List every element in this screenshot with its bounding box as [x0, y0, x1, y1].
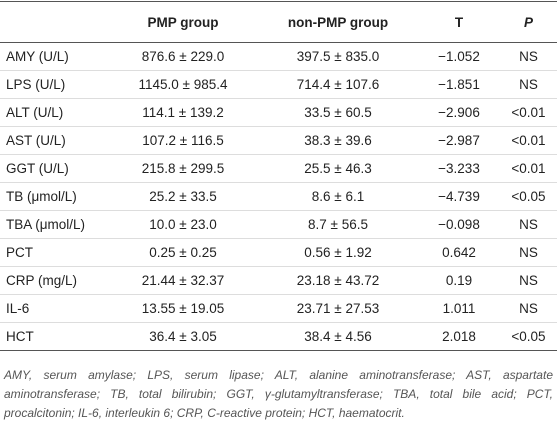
header-cell: T: [454, 14, 464, 30]
cell: 0.25 ± 0.25: [108, 238, 258, 267]
cell: <0.01: [500, 126, 557, 155]
cell: −2.987: [418, 126, 500, 155]
table-row: ALT (U/L) 114.1 ± 139.2 33.5 ± 60.5 −2.906 <…: [0, 98, 557, 127]
cell: NS: [500, 70, 557, 99]
header-cell: non-PMP group: [287, 14, 389, 30]
table-row: AMY (U/L) 876.6 ± 229.0 397.5 ± 835.0 −1.05…: [0, 42, 557, 71]
row-label: LPS (U/L): [0, 70, 108, 99]
cell: 714.4 ± 107.6: [258, 70, 418, 99]
cell: 13.55 ± 19.05: [108, 294, 258, 323]
cell: 38.4 ± 4.56: [258, 322, 418, 351]
cell: NS: [500, 42, 557, 71]
cell: 38.3 ± 39.6: [258, 126, 418, 155]
cell: 36.4 ± 3.05: [108, 322, 258, 351]
cell: 397.5 ± 835.0: [258, 42, 418, 71]
cell: 0.56 ± 1.92: [258, 238, 418, 267]
cell: 21.44 ± 32.37: [108, 266, 258, 295]
cell: NS: [500, 294, 557, 323]
table-row: TB (μmol/L) 25.2 ± 33.5 8.6 ± 6.1 −4.739 <0.…: [0, 182, 557, 211]
row-label: IL-6: [0, 294, 108, 323]
header-cell: P: [523, 14, 533, 30]
cell: 876.6 ± 229.0: [108, 42, 258, 71]
cell: 1145.0 ± 985.4: [108, 70, 258, 99]
row-label: AST (U/L): [0, 126, 108, 155]
row-label: TB (μmol/L): [0, 182, 108, 211]
cell: 8.7 ± 56.5: [258, 210, 418, 239]
cell: 23.71 ± 27.53: [258, 294, 418, 323]
cell: 10.0 ± 23.0: [108, 210, 258, 239]
row-label: GGT (U/L): [0, 154, 108, 183]
cell: 33.5 ± 60.5: [258, 98, 418, 127]
cell: NS: [500, 210, 557, 239]
table-row: AST (U/L) 107.2 ± 116.5 38.3 ± 39.6 −2.987 <…: [0, 126, 557, 155]
cell: 215.8 ± 299.5: [108, 154, 258, 183]
row-label: HCT: [0, 322, 108, 351]
cell: NS: [500, 266, 557, 295]
cell: 25.5 ± 46.3: [258, 154, 418, 183]
cell: −0.098: [418, 210, 500, 239]
cell: 23.18 ± 43.72: [258, 266, 418, 295]
cell: 0.642: [418, 238, 500, 267]
header-cell: [0, 2, 108, 43]
cell: 0.19: [418, 266, 500, 295]
table-row: PCT 0.25 ± 0.25 0.56 ± 1.92 0.642 NS: [0, 238, 557, 267]
cell: 114.1 ± 139.2: [108, 98, 258, 127]
cell: <0.01: [500, 98, 557, 127]
cell: −2.906: [418, 98, 500, 127]
cell: 8.6 ± 6.1: [258, 182, 418, 211]
cell: NS: [500, 238, 557, 267]
cell: −4.739: [418, 182, 500, 211]
row-label: CRP (mg/L): [0, 266, 108, 295]
cell: 1.011: [418, 294, 500, 323]
row-label: PCT: [0, 238, 108, 267]
cell: −3.233: [418, 154, 500, 183]
row-label: ALT (U/L): [0, 98, 108, 127]
table-row: GGT (U/L) 215.8 ± 299.5 25.5 ± 46.3 −3.233 <…: [0, 154, 557, 183]
table-row: HCT 36.4 ± 3.05 38.4 ± 4.56 2.018 <0.05: [0, 322, 557, 351]
cell: −1.052: [418, 42, 500, 71]
table-row: LPS (U/L) 1145.0 ± 985.4 714.4 ± 107.6 −1.8…: [0, 70, 557, 99]
cell: −1.851: [418, 70, 500, 99]
row-label: AMY (U/L): [0, 42, 108, 71]
table-row: TBA (μmol/L) 10.0 ± 23.0 8.7 ± 56.5 −0.098 N…: [0, 210, 557, 239]
header-row: PMP group non-PMP group T P: [0, 1, 557, 43]
footnote: AMY, serum amylase; LPS, serum lipase; A…: [4, 368, 553, 420]
table-row: IL-6 13.55 ± 19.05 23.71 ± 27.53 1.011 NS: [0, 294, 557, 323]
cell: 25.2 ± 33.5: [108, 182, 258, 211]
header-cell: PMP group: [147, 14, 219, 30]
table-body: AMY (U/L) 876.6 ± 229.0 397.5 ± 835.0 −1.05…: [0, 42, 557, 351]
table-row: CRP (mg/L) 21.44 ± 32.37 23.18 ± 43.72 0.19…: [0, 266, 557, 295]
cell: <0.05: [500, 322, 557, 351]
cell: 2.018: [418, 322, 500, 351]
data-table: PMP group non-PMP group T P AMY (U/L) 876.6 …: [0, 1, 557, 351]
cell: <0.01: [500, 154, 557, 183]
row-label: TBA (μmol/L): [0, 210, 108, 239]
cell: <0.05: [500, 182, 557, 211]
cell: 107.2 ± 116.5: [108, 126, 258, 155]
